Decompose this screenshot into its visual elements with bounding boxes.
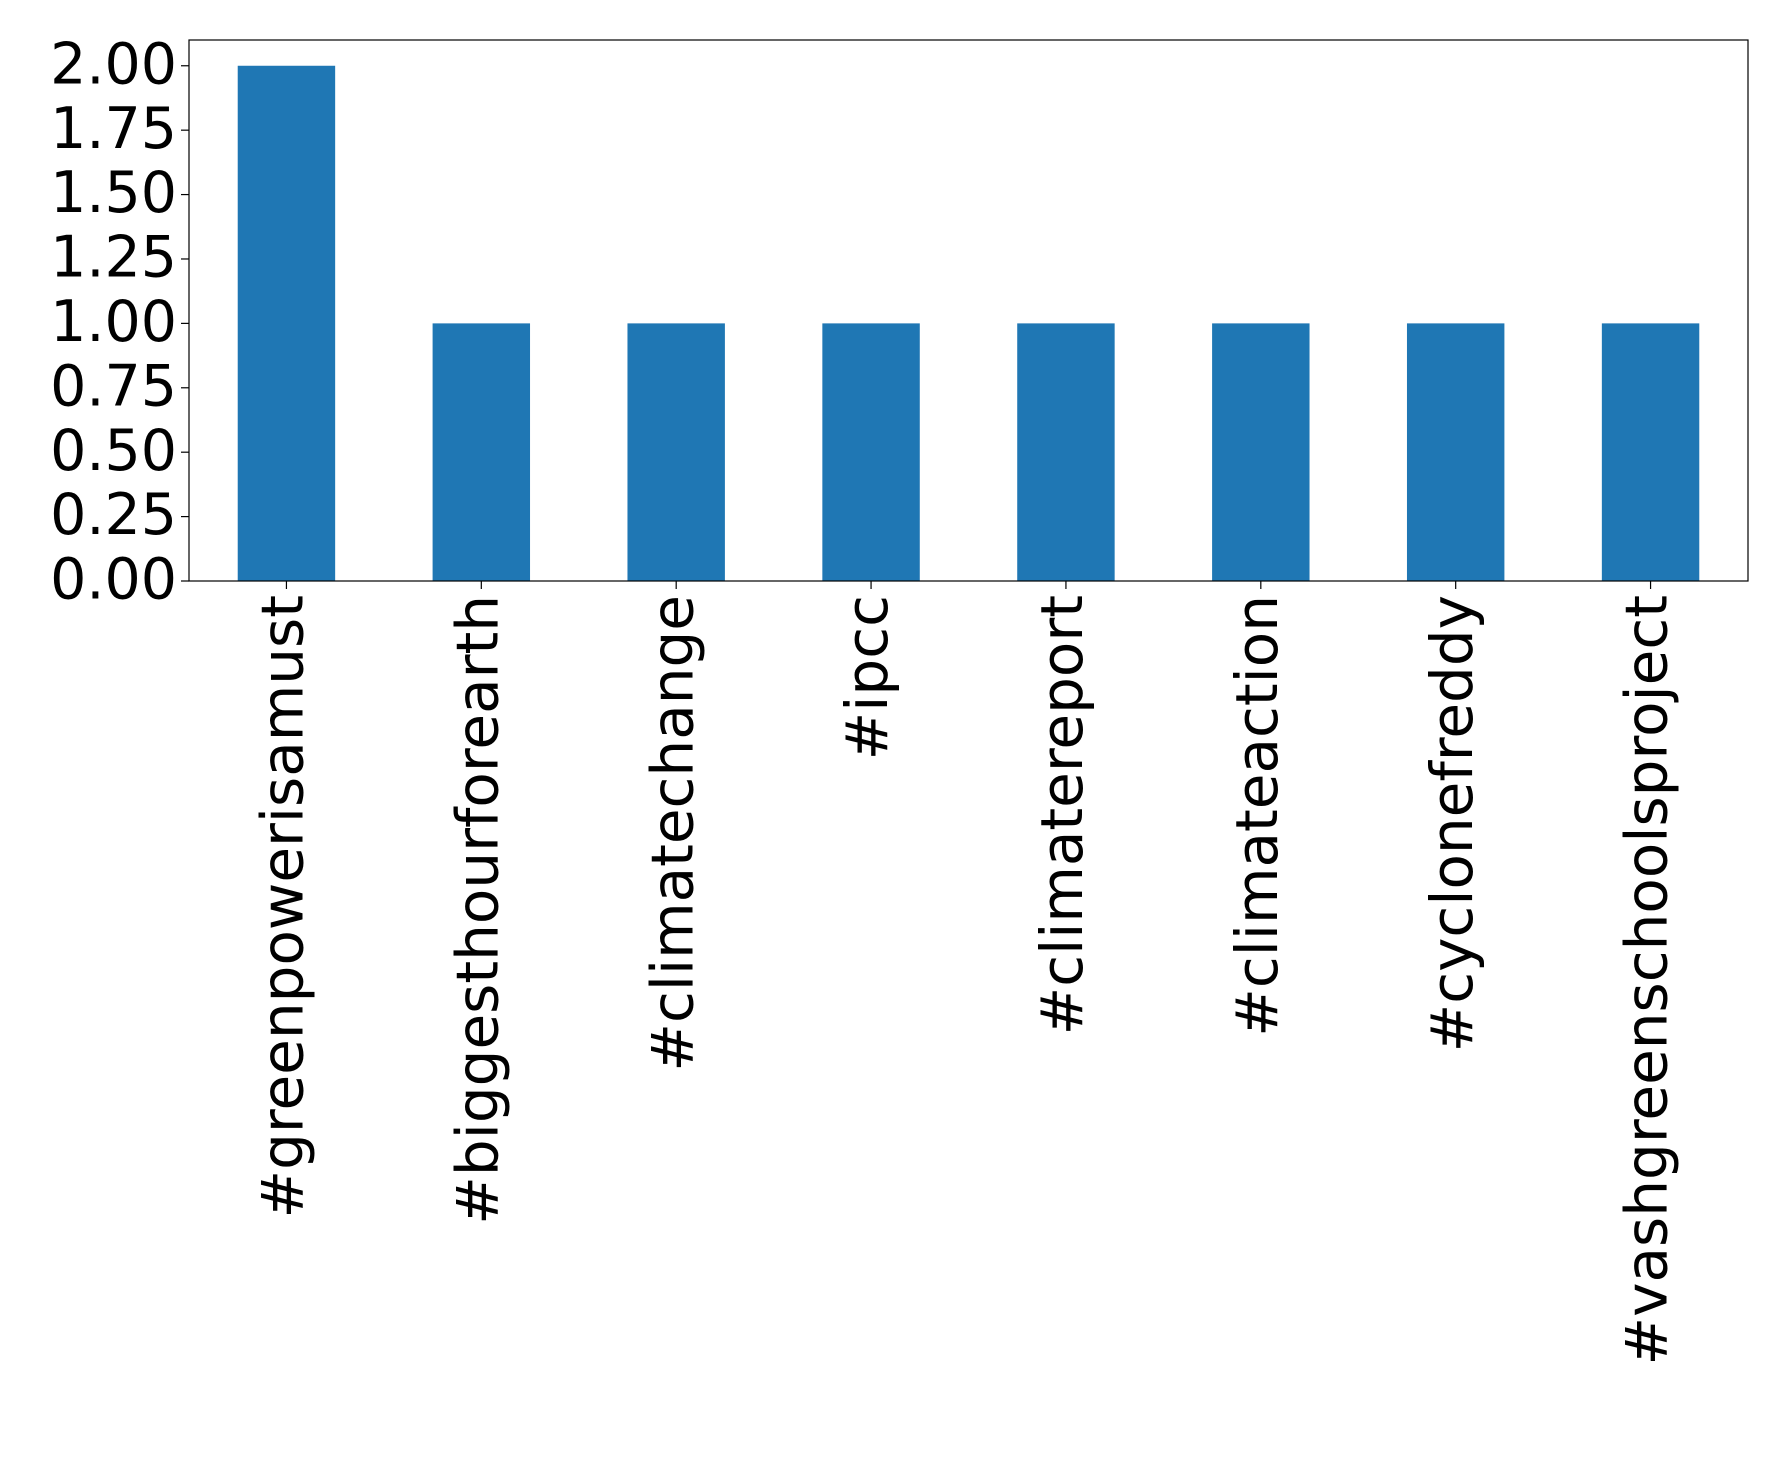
plot-frame [188, 39, 1749, 582]
x-tick-label: #climateaction [1223, 595, 1291, 1037]
y-tick-label: 1.00 [50, 289, 177, 355]
bar [1406, 323, 1505, 581]
bar [1601, 323, 1700, 581]
bar [1212, 323, 1310, 581]
bar [1017, 323, 1115, 581]
y-tick-label: 0.25 [50, 482, 177, 548]
bar [237, 65, 336, 581]
x-tick-label: #climatechange [638, 595, 706, 1072]
bar [432, 323, 531, 581]
x-tick-label: #climatereport [1028, 595, 1096, 1035]
y-tick-label: 1.25 [50, 225, 177, 291]
x-tick-label: #ipcc [833, 595, 901, 760]
x-tick-label: #cyclonefreddy [1418, 595, 1486, 1052]
x-tick-label: #biggesthourforearth [443, 595, 511, 1225]
bar [627, 323, 725, 581]
y-tick-label: 0.50 [50, 418, 177, 484]
bar [822, 323, 920, 581]
y-tick-label: 1.75 [50, 96, 177, 162]
y-tick-label: 0.75 [50, 353, 177, 419]
y-tick-label: 1.50 [50, 160, 177, 226]
x-tick-label: #vashgreenschoolsproject [1613, 595, 1681, 1365]
y-tick-label: 0.00 [50, 547, 177, 613]
y-tick-label: 2.00 [50, 31, 177, 97]
x-tick-label: #greenpowerisamust [249, 595, 317, 1218]
